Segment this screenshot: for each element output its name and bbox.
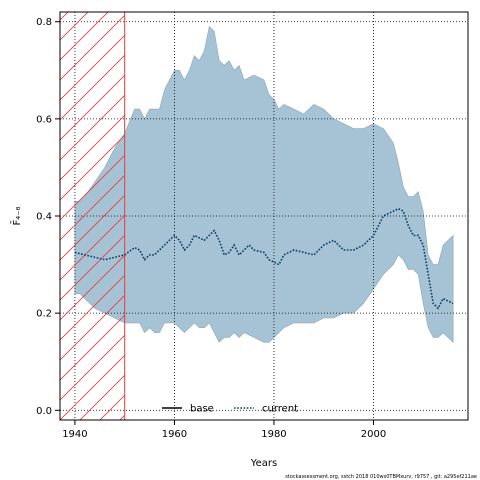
x-axis-title: Years <box>250 458 277 469</box>
x-tick-label: 2000 <box>361 429 386 440</box>
legend-base-label: base <box>190 404 214 415</box>
x-axis-ticks: 1940 1960 1980 2000 <box>62 420 386 440</box>
x-tick-label: 1960 <box>162 429 187 440</box>
x-tick-label: 1980 <box>261 429 286 440</box>
y-axis-title: F̄₄₋₈ <box>10 206 23 225</box>
confidence-band <box>74 26 454 344</box>
legend: base current <box>162 404 298 415</box>
legend-current-label: current <box>262 404 298 415</box>
y-tick-label: 0.2 <box>36 309 52 320</box>
y-tick-label: 0.6 <box>36 114 52 125</box>
footer-credit: stockassessment.org, sstch 2018 010ws0TB… <box>285 474 477 480</box>
y-tick-label: 0.4 <box>36 212 52 223</box>
grid-lines <box>60 12 468 420</box>
y-tick-label: 0.0 <box>36 406 52 417</box>
y-axis-ticks: 0.0 0.2 0.4 0.6 0.8 <box>36 17 60 417</box>
x-tick-label: 1940 <box>62 429 87 440</box>
hatched-region <box>60 12 126 420</box>
y-tick-label: 0.8 <box>36 17 52 28</box>
series-current-line <box>74 207 454 310</box>
